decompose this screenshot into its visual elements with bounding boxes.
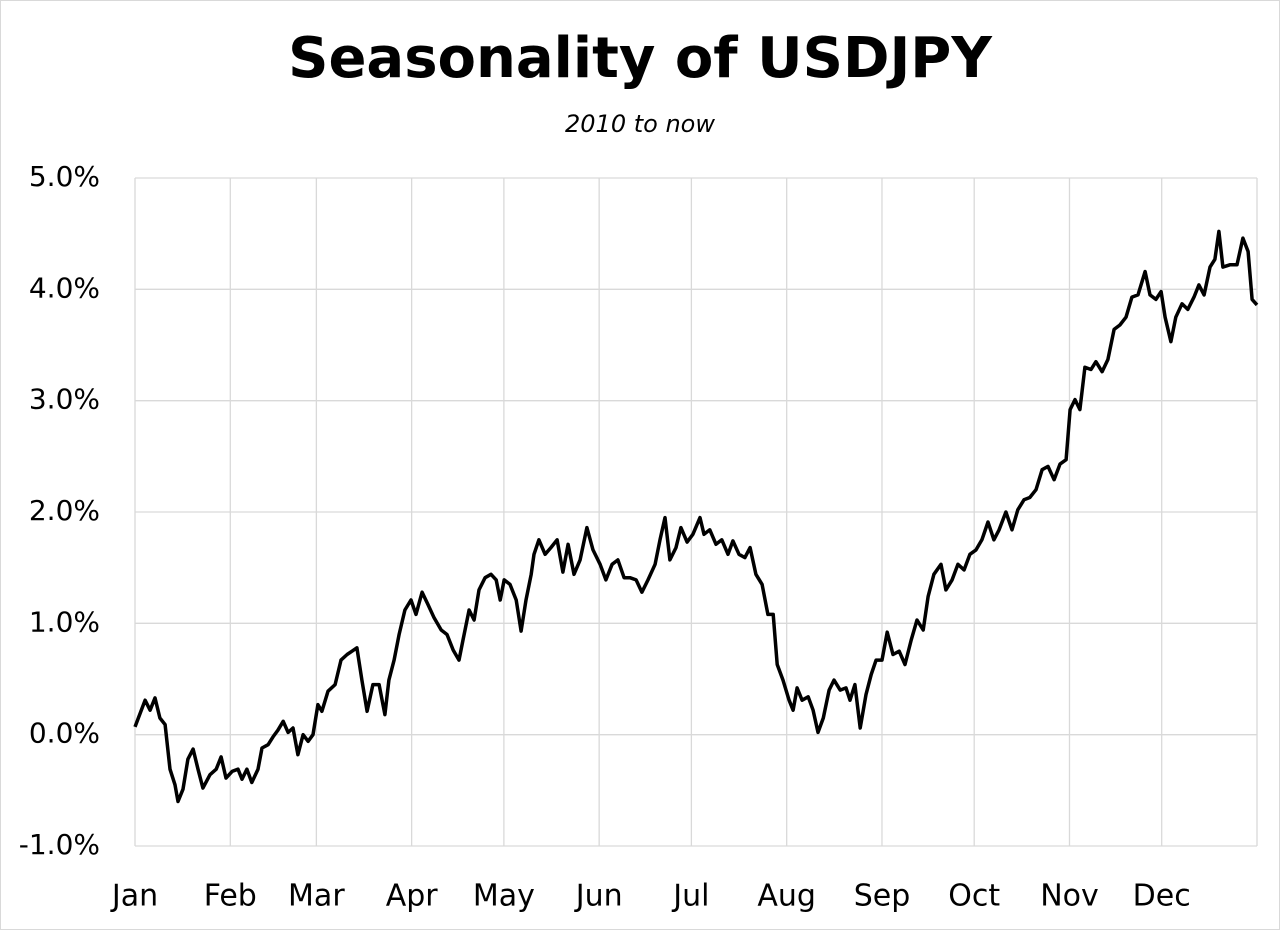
x-tick-label: Oct [948,879,1000,914]
x-tick-label: Jul [671,879,709,914]
x-tick-label: May [473,879,535,914]
y-tick-label: 3.0% [29,383,100,416]
x-tick-label: Apr [386,879,439,914]
x-tick-label: Mar [288,879,345,914]
y-tick-label: 4.0% [29,271,100,304]
chart-subtitle: 2010 to now [565,110,715,138]
y-tick-label: 2.0% [29,494,100,527]
y-tick-label: 5.0% [29,160,100,193]
x-tick-label: Jan [110,879,158,914]
x-tick-label: Jun [574,879,623,914]
x-tick-label: Sep [854,879,911,914]
y-tick-label: -1.0% [19,828,100,861]
x-tick-label: Nov [1040,879,1099,914]
x-tick-label: Feb [204,879,257,914]
y-tick-label: 0.0% [29,717,100,750]
line-series [133,229,1259,804]
x-tick-label: Dec [1133,879,1191,914]
chart-title: Seasonality of USDJPY [288,26,993,91]
y-tick-label: 1.0% [29,605,100,638]
x-tick-label: Aug [757,879,816,914]
